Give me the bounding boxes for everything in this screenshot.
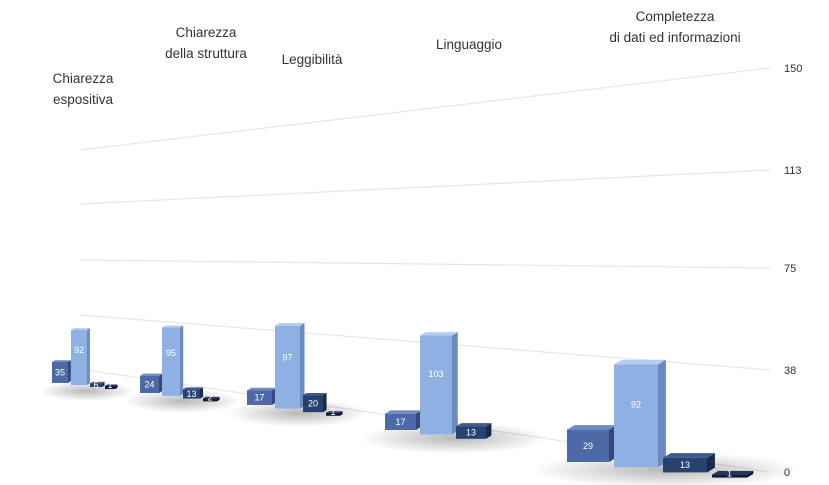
category-label: Completezza di dati ed informazioni <box>609 9 740 45</box>
bar <box>567 429 609 462</box>
y-tick-label: 75 <box>784 263 796 275</box>
bar <box>420 335 452 435</box>
bar-side <box>87 328 90 385</box>
bar-top <box>614 359 666 365</box>
bar <box>385 413 416 430</box>
bar <box>105 386 115 389</box>
bar <box>247 390 272 405</box>
category-label: Leggibilità <box>282 52 343 67</box>
category-label: Chiarezza della struttura <box>165 25 247 61</box>
bar-top <box>456 423 492 427</box>
bar-value-label: 6 <box>93 380 98 390</box>
bar-value-label: 24 <box>144 379 154 389</box>
bar-top <box>385 410 422 414</box>
bar <box>162 327 180 396</box>
bar-value-label: 20 <box>308 399 318 409</box>
bar-top <box>140 373 163 376</box>
bar-value-label: 1 <box>330 407 335 417</box>
y-tick-label: 150 <box>784 63 802 75</box>
bar-value-label: 17 <box>254 393 264 403</box>
y-tick-label: 113 <box>784 165 802 177</box>
bar-value-label: 13 <box>186 389 196 399</box>
bar <box>52 362 68 383</box>
bar-value-label: 92 <box>631 400 641 410</box>
bar-shadow <box>228 399 368 427</box>
bar <box>90 383 102 387</box>
bar-value-label: 35 <box>55 368 65 378</box>
bar <box>326 412 340 416</box>
bar-side <box>159 373 163 393</box>
bar-top <box>105 384 118 386</box>
bar-value-label: 1 <box>107 380 112 390</box>
bar-top <box>203 396 220 399</box>
gridline <box>79 259 771 269</box>
y-tick-label: 0 <box>784 467 790 479</box>
bar <box>275 325 300 409</box>
category-label: Linguaggio <box>436 37 502 52</box>
bar-top <box>52 360 71 362</box>
bar-value-label: 92 <box>74 345 84 355</box>
bar-top <box>183 387 204 390</box>
y-tick-label: 38 <box>784 365 796 377</box>
y-axis-ticks: 0 38 75 113 150 <box>784 63 802 479</box>
gridline <box>79 67 771 151</box>
bar-top <box>712 470 754 475</box>
bar <box>663 457 707 473</box>
bar <box>71 329 87 385</box>
bar-top <box>326 411 343 413</box>
bar <box>303 395 323 413</box>
bar-top <box>71 328 90 330</box>
bar-top <box>567 425 617 430</box>
gridline <box>79 169 771 205</box>
bar-value-label: 2 <box>207 392 212 402</box>
bar-side <box>102 381 105 387</box>
bar-side <box>300 323 305 409</box>
bar-side <box>747 470 754 478</box>
bar-top <box>90 381 105 384</box>
bar-side <box>323 392 327 413</box>
bar-value-label: 103 <box>428 369 443 379</box>
bar-value-label: 1 <box>727 469 732 479</box>
bar-value-label: 95 <box>166 348 176 358</box>
bar-side <box>452 332 458 435</box>
bar <box>203 398 217 402</box>
category-labels: Chiarezza espositiva Chiarezza della strutt… <box>53 9 741 107</box>
category-label: Chiarezza espositiva <box>53 71 114 107</box>
bar-top <box>420 332 458 336</box>
bar-side <box>707 453 715 473</box>
bar-top <box>247 387 277 391</box>
bar-side <box>340 411 343 416</box>
bar <box>712 474 747 478</box>
bar-top <box>663 453 715 458</box>
bar-value-label: 29 <box>583 441 593 451</box>
bar-side <box>658 359 666 468</box>
bar-shadow <box>124 389 241 413</box>
bar-side <box>200 387 204 399</box>
bar-side <box>486 423 492 439</box>
bar-side <box>68 360 71 383</box>
bar-top <box>303 392 327 396</box>
bar-value-label: 97 <box>282 353 292 363</box>
bar-value-label: 13 <box>466 428 476 438</box>
bar-value-label: 17 <box>395 417 405 427</box>
bar-value-label: 13 <box>680 460 690 470</box>
bar <box>614 364 658 468</box>
bar-side <box>217 396 220 402</box>
bar <box>140 375 159 393</box>
bar <box>456 426 486 439</box>
bar-side <box>180 325 184 396</box>
bar-top <box>162 325 184 328</box>
bar-top <box>275 323 305 326</box>
bar <box>183 389 200 399</box>
